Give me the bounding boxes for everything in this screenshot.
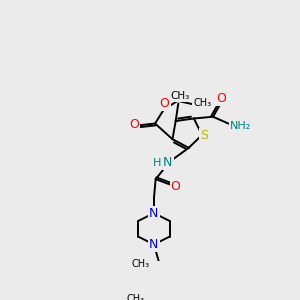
Text: O: O <box>129 118 139 131</box>
Text: NH₂: NH₂ <box>230 121 251 131</box>
Text: H: H <box>152 158 161 168</box>
Text: O: O <box>216 92 226 105</box>
Text: O: O <box>171 180 181 193</box>
Text: CH₃: CH₃ <box>126 294 144 300</box>
Text: CH₃: CH₃ <box>193 98 211 109</box>
Text: CH₃: CH₃ <box>170 91 190 101</box>
Text: O: O <box>160 97 170 110</box>
Text: N: N <box>163 156 172 169</box>
Text: N: N <box>149 207 159 220</box>
Text: CH₃: CH₃ <box>131 259 149 269</box>
Text: S: S <box>200 128 208 142</box>
Text: N: N <box>149 238 159 251</box>
